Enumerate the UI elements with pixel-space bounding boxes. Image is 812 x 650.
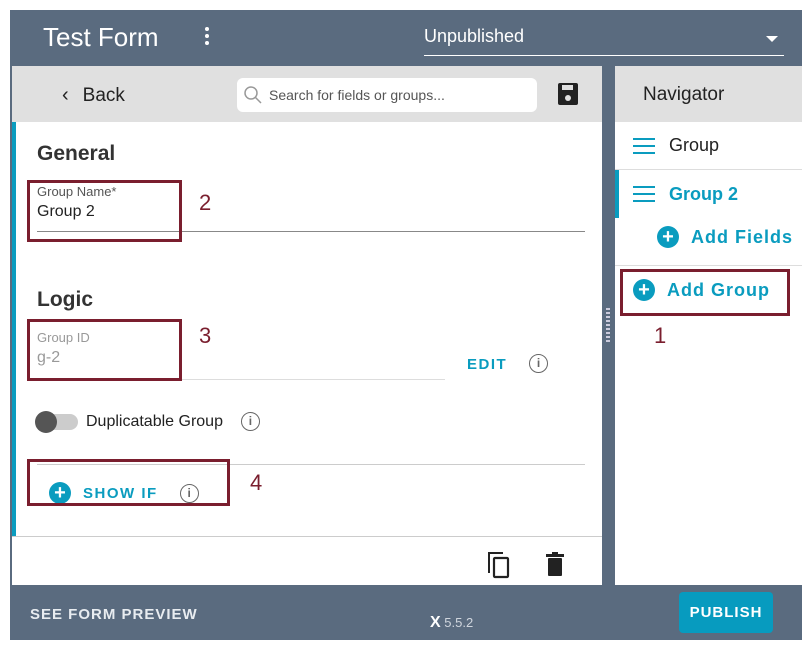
search-placeholder: Search for fields or groups... bbox=[269, 87, 445, 103]
status-select[interactable]: Unpublished bbox=[424, 26, 784, 56]
info-icon[interactable]: i bbox=[529, 354, 548, 373]
form-title: Test Form bbox=[43, 22, 159, 52]
back-button[interactable]: ‹ Back bbox=[62, 84, 125, 107]
list-icon bbox=[633, 137, 655, 154]
group-name-field[interactable]: Group Name* Group 2 bbox=[37, 184, 585, 232]
group-editor: General Group Name* Group 2 Logic Group … bbox=[12, 122, 602, 536]
back-label: Back bbox=[82, 84, 125, 106]
app-frame: Test Form Unpublished ‹ Back Search for f… bbox=[10, 10, 802, 640]
group-actions bbox=[12, 536, 602, 585]
group-id-field: Group ID g-2 bbox=[37, 330, 445, 380]
divider bbox=[37, 464, 585, 465]
panel-resize-handle[interactable] bbox=[602, 66, 615, 585]
annotation-box-3 bbox=[27, 319, 182, 381]
duplicatable-toggle[interactable]: Duplicatable Group i bbox=[35, 410, 260, 433]
navigator-panel: Navigator Group Group 2 + Add Fields + Add… bbox=[615, 66, 802, 585]
navigator-title: Navigator bbox=[615, 66, 802, 122]
editor-panel: ‹ Back Search for fields or groups... Gen… bbox=[12, 66, 602, 585]
show-if-label: SHOW IF bbox=[83, 484, 158, 502]
divider bbox=[615, 265, 802, 266]
annotation-1: 1 bbox=[654, 323, 667, 348]
annotation-box-2 bbox=[27, 180, 182, 242]
toggle-switch[interactable] bbox=[35, 410, 78, 433]
nav-item-group[interactable]: Group bbox=[615, 122, 802, 170]
add-fields-button[interactable]: + Add Fields bbox=[657, 226, 793, 248]
nav-item-label: Group bbox=[669, 135, 720, 155]
add-fields-label: Add Fields bbox=[691, 226, 794, 247]
annotation-box-1 bbox=[620, 269, 790, 316]
annotation-4: 4 bbox=[250, 470, 263, 495]
list-icon bbox=[633, 186, 655, 202]
add-circle-icon: + bbox=[49, 482, 71, 504]
duplicatable-label: Duplicatable Group bbox=[86, 412, 223, 430]
group-name-value: Group 2 bbox=[37, 203, 95, 220]
general-heading: General bbox=[37, 142, 116, 165]
delete-icon[interactable] bbox=[546, 552, 564, 576]
nav-item-group-2[interactable]: Group 2 bbox=[615, 170, 802, 218]
add-circle-icon: + bbox=[633, 279, 655, 301]
annotation-2: 2 bbox=[199, 190, 212, 215]
group-id-label: Group ID bbox=[37, 330, 90, 345]
info-icon[interactable]: i bbox=[179, 483, 199, 503]
version: X 5.5.2 bbox=[430, 614, 474, 631]
editor-toolbar: ‹ Back Search for fields or groups... bbox=[12, 66, 602, 122]
status-value: Unpublished bbox=[424, 26, 525, 46]
publish-button[interactable]: PUBLISH bbox=[679, 592, 773, 633]
info-icon[interactable]: i bbox=[240, 412, 260, 431]
group-id-value: g-2 bbox=[37, 349, 61, 366]
see-form-preview-button[interactable]: SEE FORM PREVIEW bbox=[30, 606, 198, 623]
duplicate-icon[interactable] bbox=[487, 551, 511, 579]
add-circle-icon: + bbox=[657, 226, 679, 248]
group-name-label: Group Name* bbox=[37, 184, 117, 199]
annotation-box-4 bbox=[27, 459, 230, 506]
add-group-label: Add Group bbox=[667, 279, 770, 300]
search-icon bbox=[244, 86, 262, 104]
nav-item-label: Group 2 bbox=[669, 183, 739, 204]
annotation-3: 3 bbox=[199, 323, 212, 348]
save-icon[interactable] bbox=[558, 83, 578, 105]
edit-button[interactable]: EDIT bbox=[467, 356, 508, 373]
show-if-button[interactable]: + SHOW IF i bbox=[49, 482, 199, 504]
chevron-down-icon bbox=[766, 36, 778, 42]
more-options-icon[interactable] bbox=[203, 27, 211, 49]
add-group-button[interactable]: + Add Group bbox=[633, 279, 770, 301]
version-number: 5.5.2 bbox=[444, 615, 474, 630]
chevron-left-icon: ‹ bbox=[62, 84, 69, 106]
logic-heading: Logic bbox=[37, 288, 93, 311]
search-input[interactable]: Search for fields or groups... bbox=[237, 78, 537, 112]
